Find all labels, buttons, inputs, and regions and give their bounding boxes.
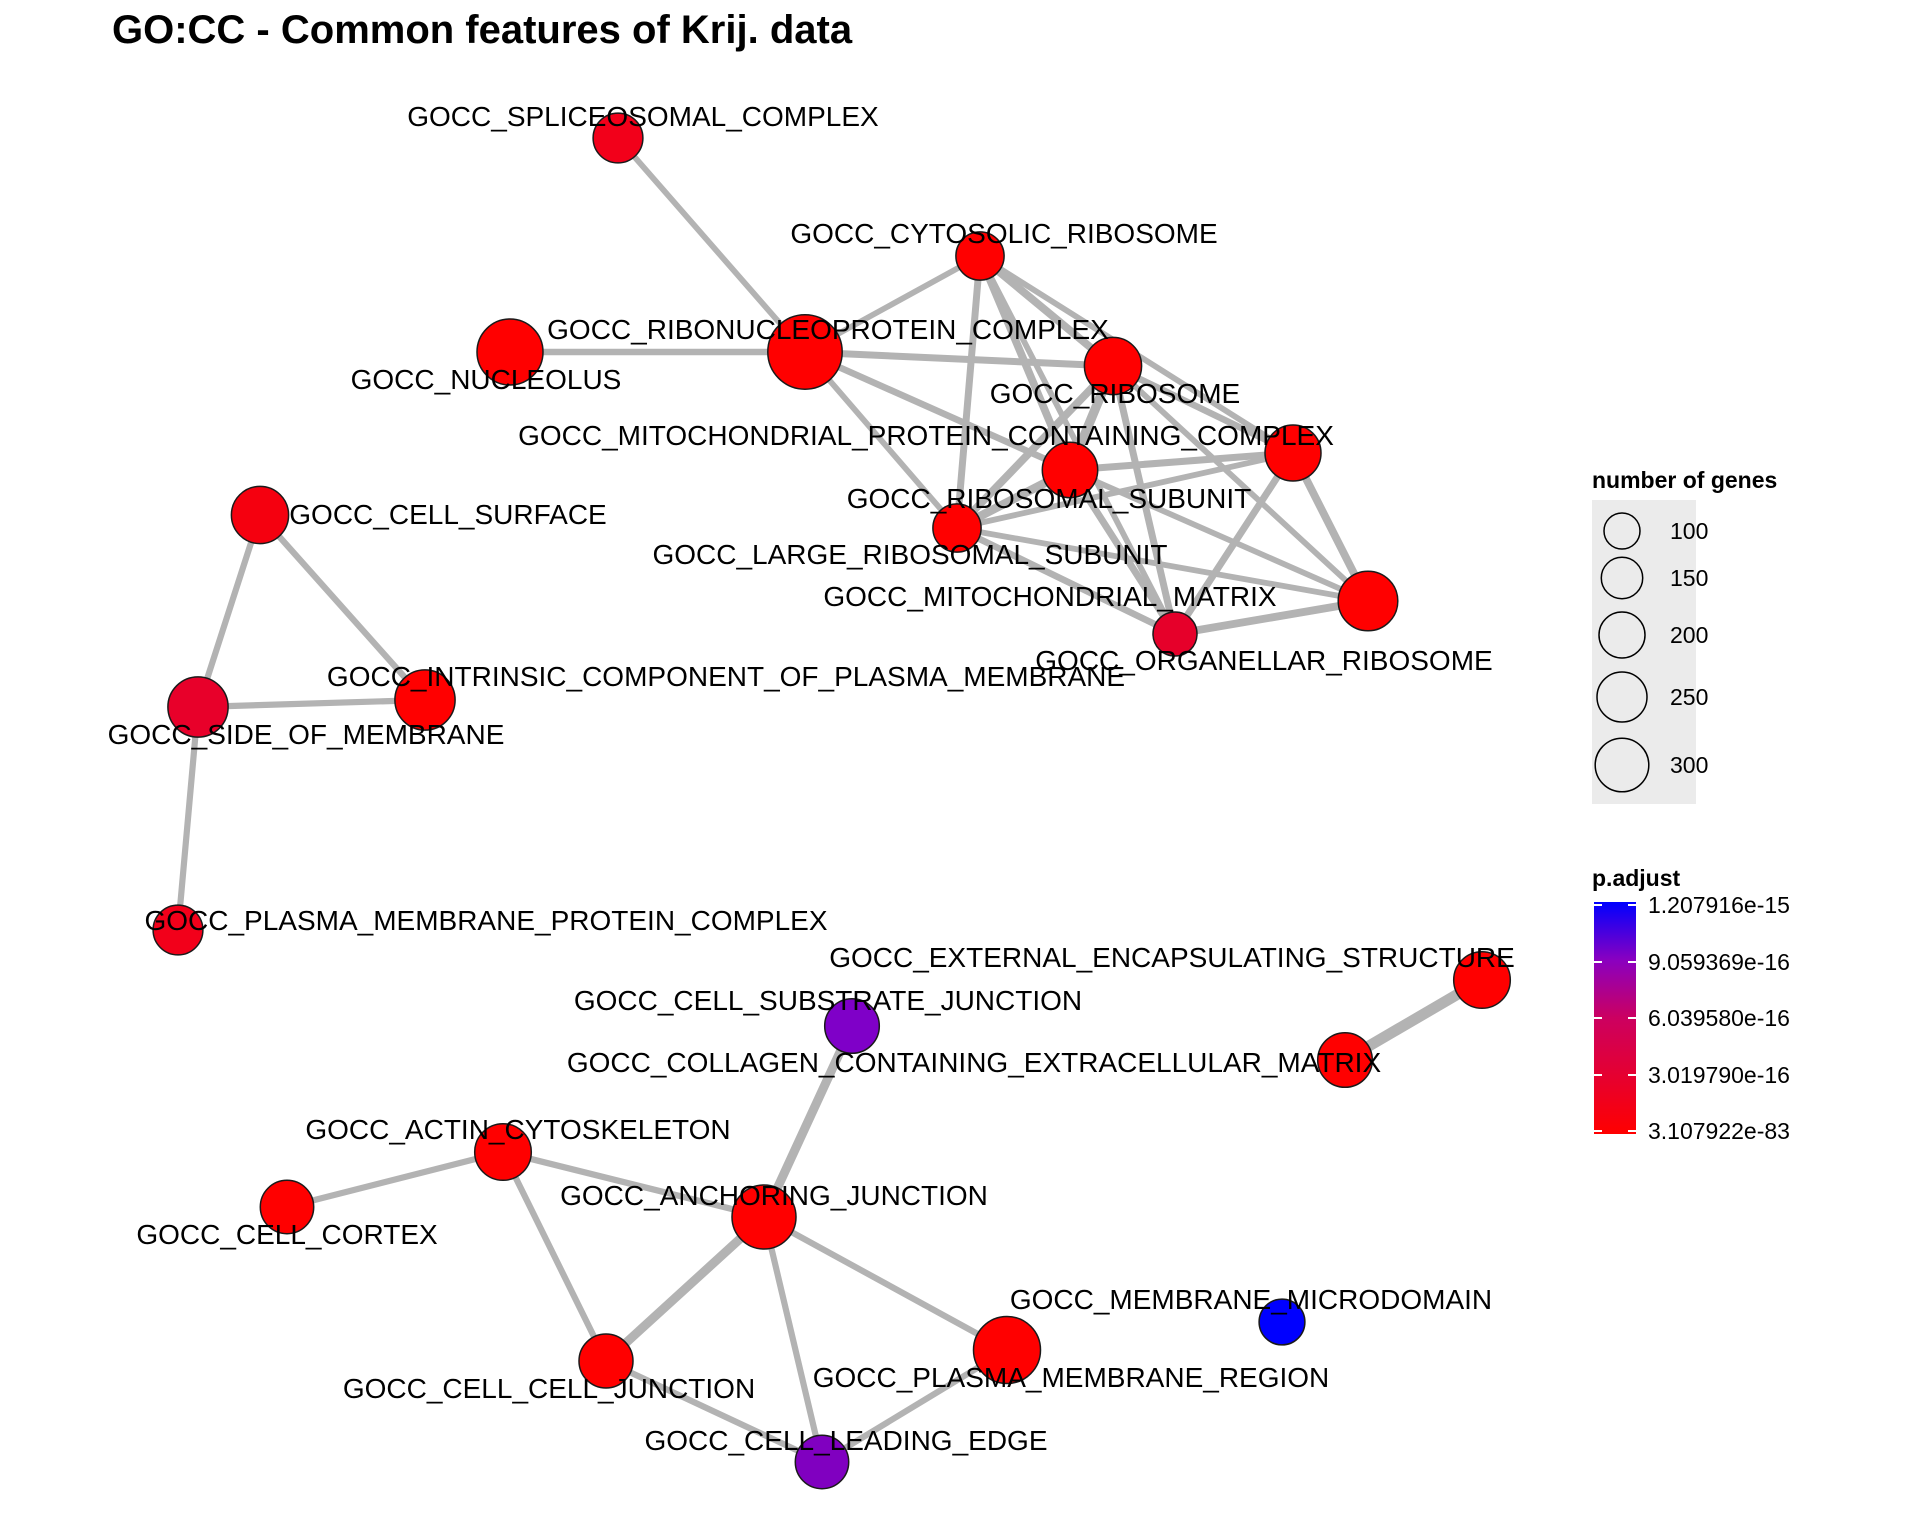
node-label-actin_cytoskeleton: GOCC_ACTIN_CYTOSKELETON [305,1114,730,1145]
node-label-mito_protein_complex: GOCC_MITOCHONDRIAL_PROTEIN_CONTAINING_CO… [518,420,1334,451]
edge-cytosolic_ribosome-large_ribosomal_subunit [953,252,984,532]
edge-spliceosomal-ribonucleoprotein [615,135,808,355]
color-legend-label: 6.039580e-16 [1648,1005,1790,1031]
edge-actin_cytoskeleton-cell_cell_junction [499,1148,610,1365]
color-legend-title: p.adjust [1592,865,1681,891]
edge-ribonucleoprotein-ribosome [801,348,1117,370]
edge-anchoring_junction-cell_cell_junction [601,1212,769,1366]
edge-ribonucleoprotein-ribosomal_subunit [801,348,1074,474]
edge-mito_matrix-organellar_ribosome [1171,597,1372,638]
edge-cytosolic_ribosome-ribosomal_subunit [976,252,1074,474]
node-label-spliceosomal: GOCC_SPLICEOSOMAL_COMPLEX [407,101,879,132]
node-label-collagen_ecm: GOCC_COLLAGEN_CONTAINING_EXTRACELLULAR_M… [567,1047,1382,1078]
edge-large_ribosomal_subunit-mito_matrix [954,525,1371,604]
node-label-cell_substrate_junction: GOCC_CELL_SUBSTRATE_JUNCTION [574,985,1082,1016]
edge-ribosome-large_ribosomal_subunit [953,362,1117,532]
size-legend-label-200: 200 [1670,622,1708,648]
node-label-mito_matrix: GOCC_MITOCHONDRIAL_MATRIX [823,581,1277,612]
node-label-organellar_ribosome: GOCC_ORGANELLAR_RIBOSOME [1035,645,1492,676]
node-label-pm_protein_complex: GOCC_PLASMA_MEMBRANE_PROTEIN_COMPLEX [144,905,827,936]
node-label-external_encapsulating: GOCC_EXTERNAL_ENCAPSULATING_STRUCTURE [829,942,1515,973]
node-spliceosomal[interactable] [592,112,644,164]
size-legend-circle-300 [1594,737,1650,793]
node-ribosomal_subunit[interactable] [1041,441,1099,499]
node-nucleolus[interactable] [476,318,544,386]
node-actin_cytoskeleton[interactable] [473,1122,533,1182]
edge-actin_cytoskeleton-anchoring_junction [499,1148,768,1221]
node-label-cell_surface: GOCC_CELL_SURFACE [289,499,606,530]
color-legend-label: 3.107922e-83 [1648,1118,1790,1144]
color-legend-label: 1.207916e-15 [1648,892,1790,918]
node-cell_surface[interactable] [230,485,290,545]
edge-side_of_membrane-pm_protein_complex [174,703,202,934]
node-side_of_membrane[interactable] [167,676,229,738]
node-label-ribosome: GOCC_RIBOSOME [990,378,1240,409]
node-collagen_ecm[interactable] [1316,1031,1374,1089]
node-label-ribonucleoprotein: GOCC_RIBONUCLEOPROTEIN_COMPLEX [547,314,1109,345]
edge-ribosomal_subunit-mito_protein_complex [1066,449,1297,474]
node-label-large_ribosomal_subunit: GOCC_LARGE_RIBOSOMAL_SUBUNIT [652,539,1167,570]
size-legend-title: number of genes [1592,467,1777,493]
labels-layer: GOCC_SPLICEOSOMAL_COMPLEX GOCC_CYTOSOLIC_… [108,101,1515,1456]
edge-pm_region-leading_edge [818,1346,1011,1466]
node-label-side_of_membrane: GOCC_SIDE_OF_MEMBRANE [108,719,505,750]
node-membrane_microdomain[interactable] [1258,1298,1306,1346]
node-cell_substrate_junction[interactable] [823,997,881,1055]
size-legend-circle-250 [1596,671,1648,723]
edge-actin_cytoskeleton-cell_cortex [283,1148,507,1211]
node-ribosome[interactable] [1083,336,1143,396]
node-external_encapsulating[interactable] [1452,950,1512,1010]
edge-mito_protein_complex-organellar_ribosome [1171,449,1297,638]
nodes-layer [152,112,1512,1490]
node-pm_region[interactable] [972,1315,1042,1385]
edge-side_of_membrane-intrinsic_pm [194,696,429,711]
chart-title: GO:CC - Common features of Krij. data [112,8,853,52]
edge-cell_surface-side_of_membrane [194,511,264,711]
node-label-cytosolic_ribosome: GOCC_CYTOSOLIC_RIBOSOME [790,218,1217,249]
node-label-nucleolus: GOCC_NUCLEOLUS [351,364,622,395]
edge-ribosome-mito_protein_complex [1109,362,1297,457]
color-legend-label: 9.059369e-16 [1648,949,1790,975]
node-cytosolic_ribosome[interactable] [955,231,1005,281]
node-label-cell_cell_junction: GOCC_CELL_CELL_JUNCTION [343,1373,755,1404]
node-leading_edge[interactable] [794,1434,850,1490]
size-legend-label-150: 150 [1670,565,1708,591]
node-label-ribosomal_subunit: GOCC_RIBOSOMAL_SUBUNIT [847,483,1252,514]
edge-cell_cell_junction-leading_edge [602,1357,826,1466]
edge-large_ribosomal_subunit-mito_protein_complex [954,450,1296,531]
size-legend-label-300: 300 [1670,752,1708,778]
node-mito_matrix[interactable] [1337,570,1399,632]
size-legend-circle-100 [1603,512,1641,550]
node-organellar_ribosome[interactable] [1152,611,1198,657]
color-legend-label: 3.019790e-16 [1648,1062,1790,1088]
node-cell_cell_junction[interactable] [578,1333,634,1389]
node-cell_cortex[interactable] [259,1179,315,1235]
size-legend-circle-200 [1598,611,1646,659]
node-label-leading_edge: GOCC_CELL_LEADING_EDGE [644,1425,1047,1456]
size-legend-circle-150 [1600,556,1644,600]
node-mito_protein_complex[interactable] [1264,424,1322,482]
node-pm_protein_complex[interactable] [152,904,204,956]
color-legend: p.adjust 1.207916e-15 9.059369e-16 6.03958… [1592,865,1790,1144]
edge-cell_substrate_junction-anchoring_junction [759,1021,857,1222]
node-label-intrinsic_pm: GOCC_INTRINSIC_COMPONENT_OF_PLASMA_MEMBR… [327,661,1125,692]
node-intrinsic_pm[interactable] [394,669,456,731]
size-legend: number of genes 100 150 200 250 300 [1592,467,1777,804]
size-legend-label-100: 100 [1670,518,1708,544]
node-ribonucleoprotein[interactable] [767,314,843,390]
edge-ribonucleoprotein-large_ribosomal_subunit [802,349,960,531]
node-label-membrane_microdomain: GOCC_MEMBRANE_MICRODOMAIN [1010,1284,1492,1315]
edge-large_ribosomal_subunit-organellar_ribosome [953,524,1179,638]
edge-anchoring_junction-pm_region [760,1213,1011,1354]
node-label-anchoring_junction: GOCC_ANCHORING_JUNCTION [560,1180,988,1211]
node-label-pm_region: GOCC_PLASMA_MEMBRANE_REGION [813,1362,1330,1393]
edge-ribosome-mito_matrix [1110,363,1371,604]
size-legend-label-250: 250 [1670,684,1708,710]
node-label-cell_cortex: GOCC_CELL_CORTEX [136,1219,438,1250]
node-large_ribosomal_subunit[interactable] [932,503,982,553]
edge-cell_surface-intrinsic_pm [256,511,429,704]
edge-anchoring_junction-leading_edge [760,1213,826,1466]
node-anchoring_junction[interactable] [731,1184,797,1250]
